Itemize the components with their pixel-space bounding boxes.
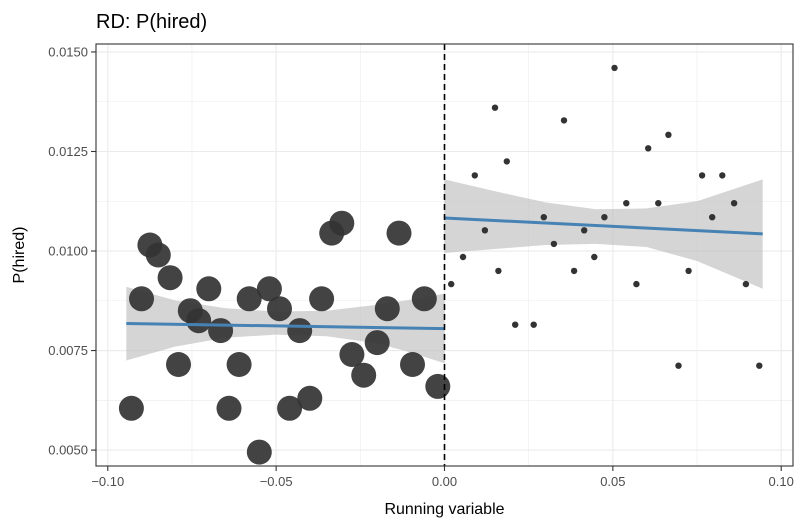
data-point-left [186,308,212,334]
plot-panel [95,43,794,467]
x-axis: −0.10 −0.05 0.00 0.05 0.10 [91,466,794,489]
data-point-left [129,286,154,312]
confidence-ribbon-right [444,179,763,289]
data-point-left [246,439,272,465]
data-point-left [267,296,292,322]
x-tick-label: 0.05 [600,474,625,489]
data-point-right [581,227,588,234]
data-point-right [512,321,519,328]
data-point-right [530,321,537,328]
data-point-right [540,214,547,221]
data-point-right [481,227,489,234]
data-point-left [309,286,335,312]
data-point-right [730,200,738,207]
data-point-left [329,210,355,236]
y-axis: 0.0050 0.0075 0.0100 0.0125 0.0150 [48,44,96,458]
data-point-right [633,280,640,288]
fit-line-left [126,321,445,331]
data-point-right [719,172,726,179]
x-tick-label: −0.05 [260,474,293,489]
data-point-right [698,172,706,179]
x-axis-title: Running variable [384,501,504,518]
data-point-right [550,240,558,248]
y-axis-title: P(hired) [11,227,28,284]
data-point-left [166,352,191,377]
data-point-right [756,362,763,369]
data-point-right [742,280,750,288]
fit-lines [126,216,763,331]
data-point-left [287,318,313,344]
data-point-right [503,158,510,165]
fit-line-right [444,216,763,236]
data-point-left [277,395,303,421]
data-point-right [645,145,652,152]
data-point-right [459,253,467,261]
data-point-left [364,330,390,356]
x-tick-label: 0.10 [769,474,794,489]
x-tick-label: 0.00 [432,474,457,489]
data-point-left [374,296,400,322]
y-tick-label: 0.0075 [48,343,88,358]
data-point-right [675,362,682,369]
data-point-left [425,373,451,399]
data-point-left [196,276,222,302]
data-point-right [560,117,568,124]
data-point-left [118,395,144,421]
y-tick-label: 0.0125 [48,144,88,159]
data-point-right [611,64,618,72]
data-point-left [157,265,183,291]
data-point-left [351,362,377,388]
y-tick-label: 0.0050 [48,443,88,458]
x-tick-label: −0.10 [91,474,124,489]
data-point-right [685,267,692,275]
data-point-left [411,286,437,312]
data-point-right [570,267,578,275]
data-point-left [208,318,234,344]
data-point-right [623,200,630,207]
y-tick-label: 0.0100 [48,244,88,259]
data-point-left [236,286,262,312]
chart-title: RD: P(hired) [96,11,207,33]
data-point-right [591,253,598,261]
data-points [118,64,763,465]
data-point-left [297,385,323,411]
data-point-left [226,352,252,377]
data-point-right [709,214,716,221]
data-point-left [386,220,412,246]
data-point-right [655,200,662,207]
data-point-left [256,276,282,302]
y-tick-label: 0.0150 [48,44,88,59]
data-point-right [601,214,608,221]
data-point-left [216,395,242,421]
data-point-right [491,104,499,111]
data-point-right [665,131,672,138]
data-point-left [145,242,171,268]
data-point-right [471,172,478,179]
data-point-right [448,280,455,288]
data-point-left [400,352,425,377]
data-point-right [495,267,502,275]
data-point-left [339,342,365,367]
